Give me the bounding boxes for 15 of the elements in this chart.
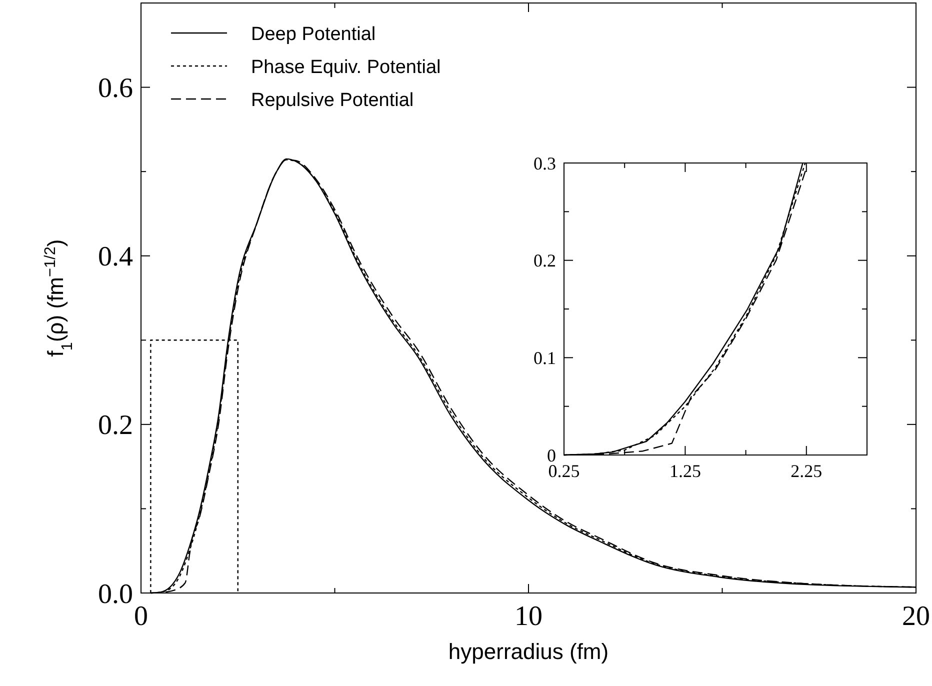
y-tick-label: 0.6 — [98, 73, 133, 104]
legend-label: Phase Equiv. Potential — [251, 57, 441, 78]
y-tick-label: 0.2 — [98, 410, 133, 442]
legend-label: Deep Potential — [251, 24, 376, 45]
x-tick-label: 20 — [902, 601, 930, 632]
x-tick-label: 2.25 — [790, 461, 822, 481]
x-axis-title: hyperradius (fm) — [448, 639, 609, 664]
legend-label: Repulsive Potential — [251, 90, 414, 111]
y-tick-label: 0.3 — [534, 153, 556, 174]
y-tick-label: 0.2 — [534, 250, 556, 271]
y-tick-label: 0.0 — [98, 578, 133, 610]
y-tick-label: 0.4 — [98, 242, 133, 273]
x-tick-label: 1.25 — [669, 461, 701, 481]
y-tick-label: 0.1 — [534, 348, 556, 368]
x-tick-label: 10 — [514, 601, 542, 632]
